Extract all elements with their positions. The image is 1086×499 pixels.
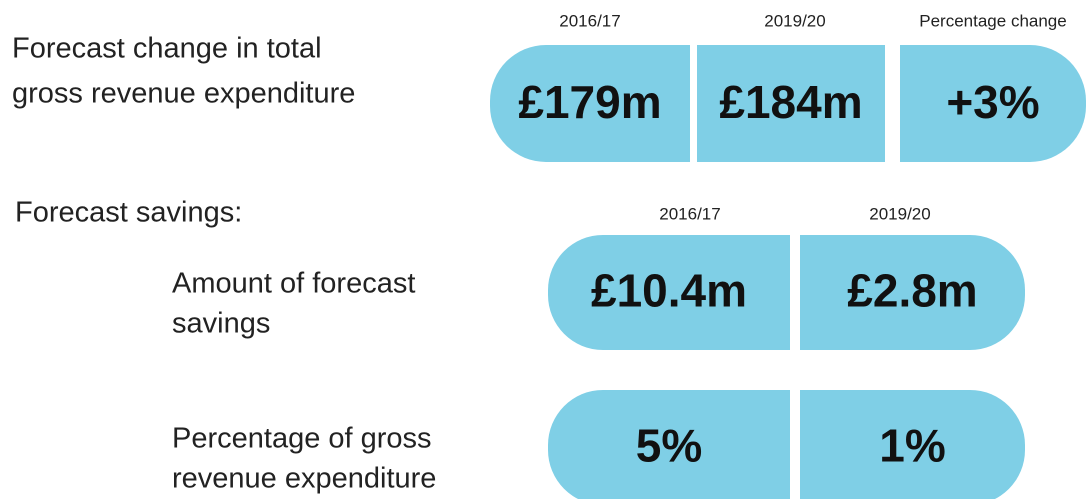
column-header: 2016/17 [659, 204, 720, 223]
row-label: savings [172, 308, 270, 340]
row-label: Amount of forecast [172, 268, 415, 300]
value-box [490, 45, 690, 162]
value: +3% [946, 76, 1039, 128]
section-title: Forecast savings: [15, 197, 242, 229]
column-header: 2016/17 [559, 11, 620, 30]
column-header: Percentage change [919, 11, 1066, 30]
value-box [548, 235, 790, 350]
value-box [900, 45, 1086, 162]
column-header: 2019/20 [869, 204, 930, 223]
value-box [800, 390, 1025, 499]
value-box [800, 235, 1025, 350]
value-box [697, 45, 885, 162]
row-label: revenue expenditure [172, 463, 436, 495]
value: £184m [719, 76, 862, 128]
section-label: Forecast change in total [12, 33, 322, 65]
value: 1% [879, 420, 945, 472]
section-label: gross revenue expenditure [12, 78, 355, 110]
value: £179m [518, 76, 661, 128]
column-header: 2019/20 [764, 11, 825, 30]
value: £10.4m [591, 265, 747, 317]
value: 5% [636, 420, 702, 472]
row-label: Percentage of gross [172, 423, 432, 455]
value: £2.8m [847, 265, 977, 317]
value-box [548, 390, 790, 499]
